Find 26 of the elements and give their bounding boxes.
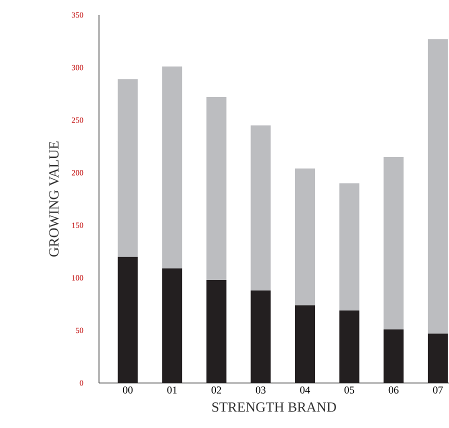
bar xyxy=(295,168,316,306)
bar xyxy=(250,125,271,290)
bar xyxy=(295,305,316,383)
y-axis-title: GROWING VALUE xyxy=(49,142,59,257)
bar xyxy=(384,329,404,383)
x-tick-label: 04 xyxy=(300,386,310,394)
bar xyxy=(384,156,404,330)
bar xyxy=(250,290,271,383)
bar xyxy=(339,310,360,383)
bar xyxy=(206,280,226,383)
bar xyxy=(428,334,448,383)
x-axis-title: STRENGTH BRAND xyxy=(212,402,336,412)
bar xyxy=(339,183,360,310)
x-tick-label: 06 xyxy=(388,386,399,394)
x-tick-label: 00 xyxy=(122,386,133,394)
bar xyxy=(162,66,182,268)
x-tick-label: 02 xyxy=(212,386,222,394)
bar xyxy=(118,79,138,257)
x-tick-label: 05 xyxy=(344,386,354,394)
bar xyxy=(428,39,448,334)
x-tick-label: 03 xyxy=(256,386,266,394)
bar xyxy=(118,256,138,383)
bar xyxy=(206,97,226,280)
bar xyxy=(162,268,182,383)
x-tick-label: 07 xyxy=(433,386,443,394)
x-tick-label: 01 xyxy=(167,386,177,394)
